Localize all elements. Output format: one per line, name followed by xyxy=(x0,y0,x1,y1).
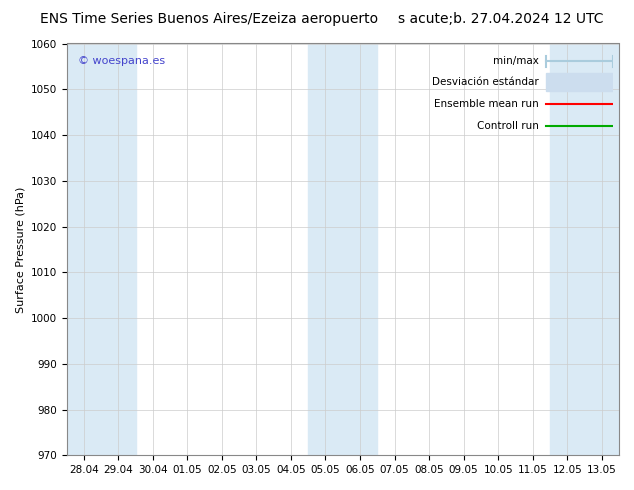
Bar xyxy=(308,44,377,455)
Text: s acute;b. 27.04.2024 12 UTC: s acute;b. 27.04.2024 12 UTC xyxy=(398,12,604,26)
Text: © woespana.es: © woespana.es xyxy=(77,56,165,66)
Bar xyxy=(67,44,136,455)
Text: ENS Time Series Buenos Aires/Ezeiza aeropuerto: ENS Time Series Buenos Aires/Ezeiza aero… xyxy=(40,12,378,26)
Y-axis label: Surface Pressure (hPa): Surface Pressure (hPa) xyxy=(15,186,25,313)
Bar xyxy=(550,44,619,455)
